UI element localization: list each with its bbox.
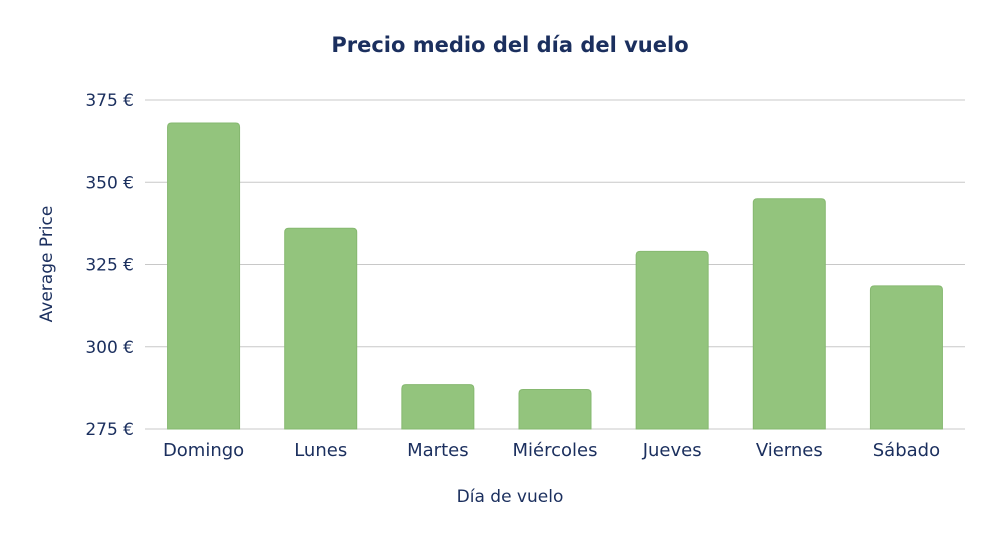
x-tick-label: Domingo (163, 440, 244, 461)
y-tick-label: 325 € (85, 256, 134, 276)
bar-martes (401, 384, 475, 430)
chart-title: Precio medio del día del vuelo (331, 33, 688, 57)
y-axis-ticks: 275 € 300 € 325 € 350 € 375 € (85, 91, 134, 440)
y-tick-label: 275 € (85, 420, 134, 440)
x-axis-title: Día de vuelo (457, 487, 564, 507)
x-tick-label: Sábado (873, 440, 940, 461)
bar-sábado (869, 285, 943, 430)
bar-lunes (284, 227, 358, 430)
y-axis-title: Average Price (37, 206, 57, 323)
x-axis-ticks: Domingo Lunes Martes Miércoles Jueves Viernes… (163, 440, 940, 461)
bar-miércoles (518, 389, 592, 430)
x-tick-label: Miércoles (513, 440, 598, 461)
y-tick-label: 300 € (85, 338, 134, 358)
y-tick-label: 350 € (85, 173, 134, 193)
bar-jueves (635, 250, 709, 430)
gridlines (145, 99, 965, 430)
bars (167, 122, 943, 430)
bar-viernes (752, 198, 826, 430)
x-tick-label: Martes (407, 440, 468, 461)
x-tick-label: Lunes (294, 440, 347, 461)
bar-domingo (167, 122, 241, 430)
x-tick-label: Viernes (756, 440, 823, 461)
x-tick-label: Jueves (642, 440, 702, 461)
y-tick-label: 375 € (85, 91, 134, 111)
